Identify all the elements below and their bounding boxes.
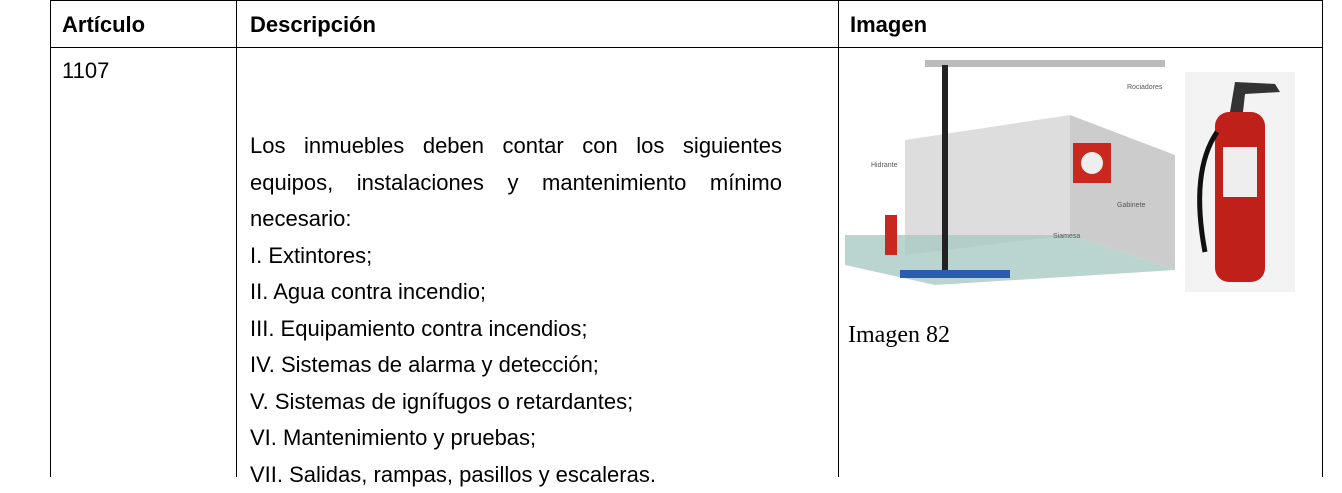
article: 1107	[62, 58, 109, 84]
rule	[838, 0, 839, 477]
label	[1223, 147, 1257, 197]
list-item: VII. Salidas, rampas, pasillos y escaler…	[250, 457, 782, 493]
item-list: I. Extintores;II. Agua contra incendio;I…	[250, 238, 782, 493]
rule	[50, 0, 1322, 1]
hose	[1081, 152, 1103, 174]
caption: Imagen 82	[848, 322, 950, 349]
list-item: III. Equipamiento contra incendios;	[250, 311, 782, 348]
extinguisher	[1185, 72, 1295, 292]
diagram-label: Gabinete	[1117, 202, 1146, 209]
page: Artículo Descripción Imagen 1107 Los inm…	[0, 0, 1342, 477]
header: Descripción	[250, 12, 376, 38]
wall	[905, 115, 1070, 255]
diagram-label: Hidrante	[871, 162, 898, 169]
hydrant	[885, 215, 897, 255]
header: Imagen	[850, 12, 927, 38]
diagram-label: Rociadores	[1127, 84, 1163, 91]
rule	[236, 0, 237, 477]
list-item: I. Extintores;	[250, 238, 782, 275]
rule	[50, 0, 51, 477]
pipe	[925, 60, 1165, 67]
pipe	[942, 65, 948, 275]
sprinkler-diagram: Rociadores Hidrante Gabinete Siamesa	[845, 45, 1185, 295]
list-item: II. Agua contra incendio;	[250, 274, 782, 311]
intro: Los inmuebles deben contar con los sigui…	[250, 128, 782, 238]
description: Los inmuebles deben contar con los sigui…	[250, 128, 782, 493]
diagram-label: Siamesa	[1053, 233, 1080, 240]
rule	[1322, 0, 1323, 477]
list-item: VI. Mantenimiento y pruebas;	[250, 420, 782, 457]
list-item: V. Sistemas de ignífugos o retardantes;	[250, 384, 782, 421]
pipe	[900, 270, 1010, 278]
header: Artículo	[62, 12, 145, 38]
list-item: IV. Sistemas de alarma y detección;	[250, 347, 782, 384]
